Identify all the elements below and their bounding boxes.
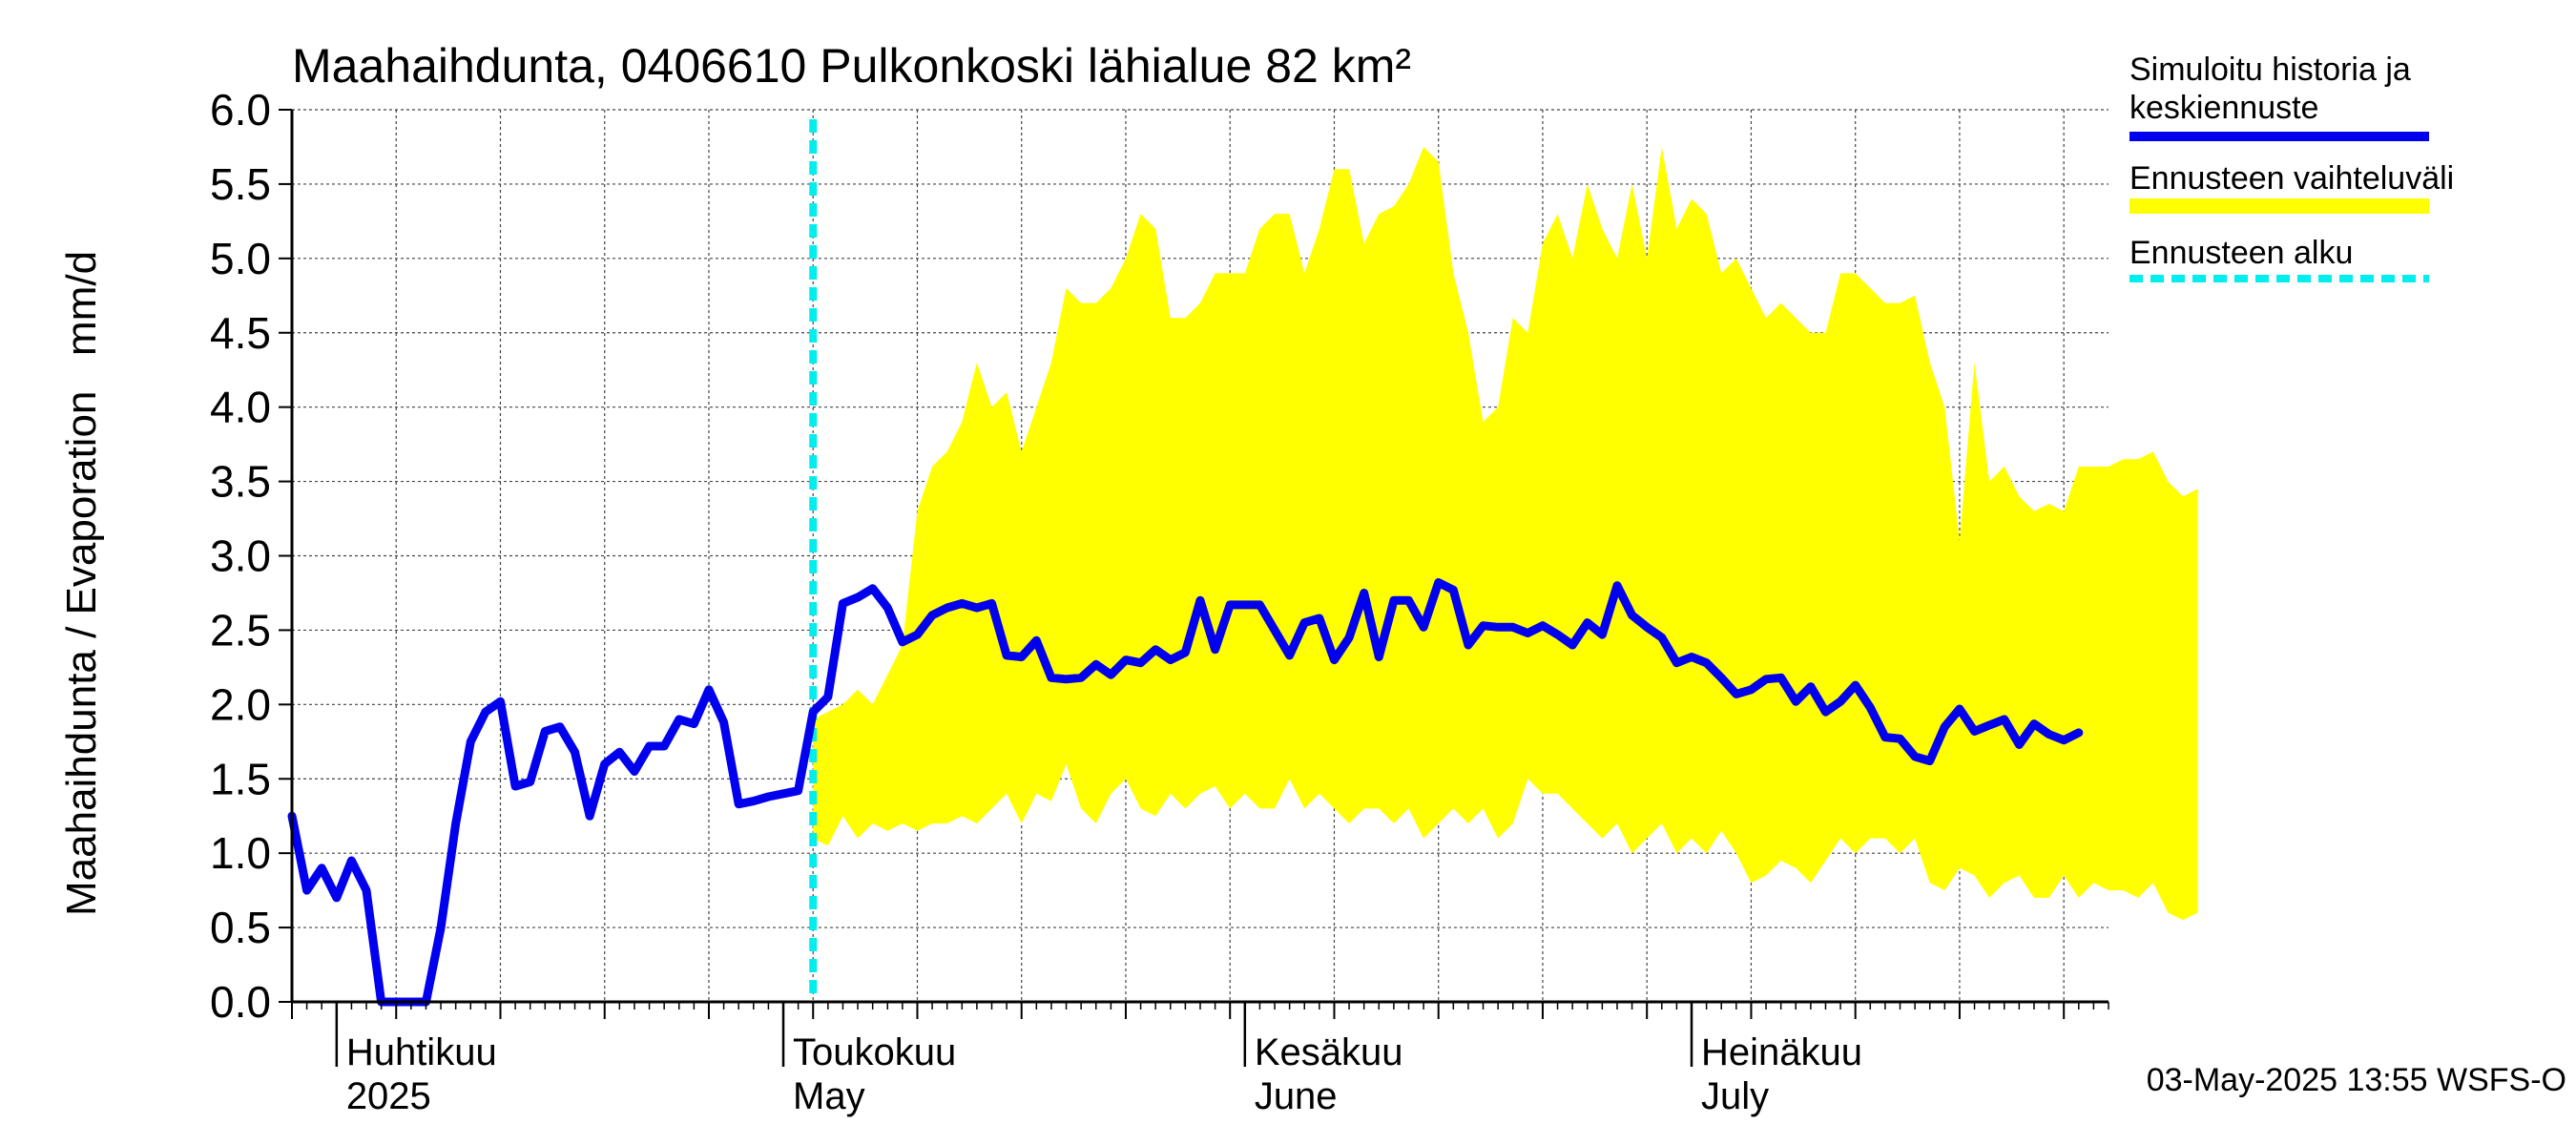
- y-tick-label: 0.5: [210, 903, 271, 952]
- y-tick-label: 3.0: [210, 531, 271, 581]
- x-month-label: Heinäkuu: [1701, 1031, 1862, 1073]
- x-month-label: Kesäkuu: [1255, 1031, 1403, 1073]
- legend: Simuloitu historia ja keskiennuste Ennus…: [2129, 52, 2454, 282]
- forecast-range-area: [813, 147, 2198, 921]
- footer-timestamp: 03-May-2025 13:55 WSFS-O: [2147, 1062, 2566, 1098]
- legend-label-forecast-start: Ennusteen alku: [2129, 235, 2353, 271]
- y-tick-label: 4.0: [210, 383, 271, 432]
- legend-label-simulated: Simuloitu historia ja: [2129, 52, 2411, 88]
- x-month-label: Huhtikuu: [346, 1031, 497, 1073]
- y-tick-label: 1.5: [210, 754, 271, 803]
- axes: [279, 109, 2109, 1067]
- forecast-range-band: [813, 147, 2198, 921]
- simulated-series: [287, 578, 2084, 1007]
- y-tick-label: 2.0: [210, 679, 271, 729]
- y-tick-label: 3.5: [210, 457, 271, 507]
- y-tick-label: 2.5: [210, 605, 271, 655]
- y-tick-label: 1.0: [210, 828, 271, 878]
- x-month-sublabel: May: [793, 1075, 865, 1117]
- y-tick-label: 0.0: [210, 977, 271, 1027]
- x-month-sublabel: July: [1701, 1075, 1769, 1117]
- y-tick-labels: 0.0 0.5 1.0 1.5 2.0 2.5 3.0 3.5 4.0 4.5 5.0 5.5 6.0: [210, 85, 271, 1027]
- y-tick-label: 5.5: [210, 159, 271, 209]
- x-month-label: Toukokuu: [793, 1031, 956, 1073]
- y-tick-label: 4.5: [210, 308, 271, 358]
- chart-title: Maahaihdunta, 0406610 Pulkonkoski lähial…: [292, 39, 1411, 93]
- y-tick-label: 6.0: [210, 85, 271, 135]
- y-tick-label: 5.0: [210, 234, 271, 283]
- series-line-simulated: [287, 578, 2084, 1007]
- legend-label-range: Ennusteen vaihteluväli: [2129, 160, 2454, 197]
- y-axis-label: Maahaihdunta / Evaporation mm/d: [58, 251, 105, 916]
- x-month-sublabel: 2025: [346, 1075, 431, 1117]
- x-month-sublabel: June: [1255, 1075, 1338, 1117]
- legend-label-simulated-2: keskiennuste: [2129, 90, 2318, 126]
